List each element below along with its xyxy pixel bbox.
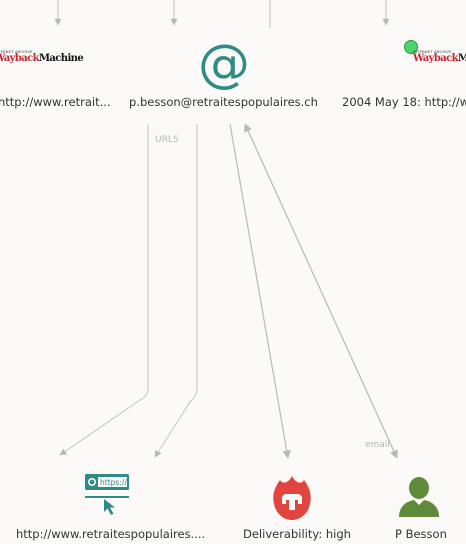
wayback-machine-logo-icon[interactable]: INTERNET ARCHIVE WaybackMachine [0, 50, 84, 64]
edge-person-to-email [244, 123, 398, 459]
node-label-url[interactable]: http://www.retraitespopulaires.... [16, 527, 206, 541]
node-label-wayback-right[interactable]: 2004 May 18: http://w [342, 95, 466, 109]
edge-email-to-deliverability [229, 123, 291, 459]
edge-label-email: email [365, 440, 390, 450]
edge-email-to-url-1 [59, 124, 149, 456]
node-label-email[interactable]: p.besson@retraitespopulaires.ch [129, 95, 318, 109]
at-sign-icon[interactable]: @ [198, 34, 250, 94]
edge-email-to-url-2 [154, 124, 198, 458]
status-dot-icon [404, 40, 418, 54]
url-icon-text: https:// [100, 478, 127, 487]
person-icon[interactable] [396, 475, 442, 519]
node-label-wayback-left[interactable]: http://www.retrait... [0, 95, 111, 109]
wayback-word: Wayback [413, 53, 459, 64]
node-label-deliverability[interactable]: Deliverability: high [243, 527, 351, 541]
wayback-machine-logo-icon[interactable]: INTERNET ARCHIVE WaybackMachine [413, 50, 466, 64]
url-https-icon[interactable]: https:// [84, 472, 130, 518]
node-label-person[interactable]: P Besson [395, 527, 447, 541]
wayback-word: Wayback [0, 53, 40, 64]
edge-label-urls: URLS [155, 135, 179, 145]
firewall-icon[interactable] [272, 474, 312, 522]
machine-word: Machine [457, 53, 466, 64]
machine-word: Machine [38, 53, 84, 64]
